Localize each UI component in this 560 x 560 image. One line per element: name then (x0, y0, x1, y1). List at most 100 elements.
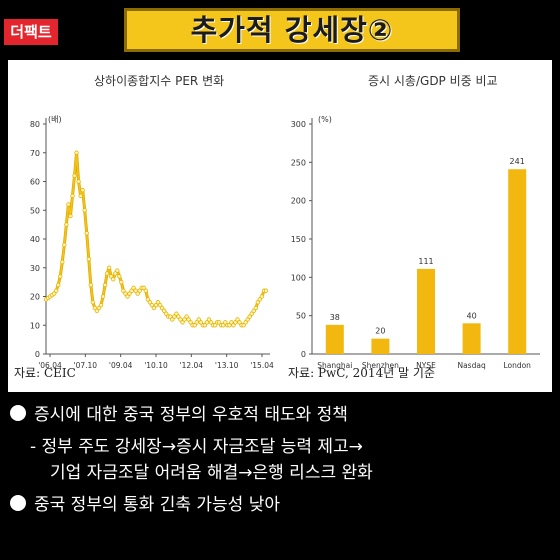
data-point (233, 320, 238, 325)
y-tick-label: 250 (291, 158, 306, 167)
y-tick-label: 0 (301, 350, 306, 359)
data-point (161, 308, 167, 314)
market-cap-bar-chart: (%) 0 50 100 150 200 250 300 38 Shanghai 20 Shenzhe… (291, 115, 540, 370)
y-tick-label: 0 (35, 350, 40, 359)
data-point (188, 320, 193, 325)
y-axis-unit: (배) (48, 115, 62, 124)
data-point (137, 288, 142, 293)
data-point (168, 314, 173, 319)
y-tick-label: 30 (30, 264, 40, 273)
bar-value-label: 241 (510, 157, 525, 166)
bar-value-label: 38 (330, 313, 340, 322)
data-point (172, 314, 177, 319)
chart2-source: 자료: PwC, 2014년 말 기준 (288, 366, 435, 380)
data-point (127, 291, 132, 296)
brand-logo: 더팩트 (4, 19, 58, 45)
data-point (76, 179, 81, 184)
title-banner: 추가적 강세장② (124, 8, 460, 52)
y-tick-label: 150 (291, 235, 306, 244)
per-line-chart: (배) 0 10 20 30 40 50 60 70 80 '06.04 '07.10 '09.04 '1… (30, 115, 274, 370)
data-point (253, 305, 259, 311)
chart2-title: 증시 시총/GDP 비중 비교 (368, 74, 498, 88)
x-tick-label: '06.04 (38, 361, 62, 370)
bullet-dot-icon (10, 495, 26, 511)
data-point (231, 323, 236, 328)
y-tick-label: 60 (30, 178, 40, 187)
data-point (235, 317, 240, 322)
data-point (241, 323, 246, 328)
data-point (117, 274, 122, 279)
data-point (223, 320, 228, 325)
x-tick-label: Nasdaq (457, 361, 485, 370)
data-point (102, 282, 108, 288)
data-point (159, 305, 165, 311)
data-point (202, 323, 208, 328)
data-point (204, 320, 210, 325)
data-point (129, 288, 134, 293)
bullet-item-1: 증시에 대한 중국 정부의 우호적 태도와 정책 (10, 400, 348, 425)
y-tick-label: 50 (296, 312, 306, 321)
data-point (125, 294, 130, 299)
data-point (212, 323, 218, 328)
data-point (182, 317, 187, 322)
data-point (227, 323, 232, 328)
data-point (68, 213, 73, 219)
data-point (135, 291, 140, 296)
data-point (184, 314, 189, 319)
x-tick-label: NYSE (416, 361, 436, 370)
data-point (153, 302, 159, 308)
data-point (94, 308, 100, 314)
data-point (106, 265, 112, 270)
data-point (206, 317, 212, 322)
data-point (196, 317, 201, 322)
data-point (66, 202, 71, 207)
sub-item-2: 기업 자금조달 어려움 해결→은행 리스크 완화 (50, 463, 373, 483)
bullet-text-1: 증시에 대한 중국 정부의 우호적 태도와 정책 (34, 405, 348, 425)
data-point (221, 323, 226, 328)
data-point (90, 300, 96, 305)
data-point (141, 285, 146, 291)
data-point (56, 282, 61, 288)
bar-value-label: 20 (375, 327, 385, 336)
data-point (194, 320, 199, 325)
data-point (82, 208, 87, 213)
data-point (133, 288, 138, 293)
sub-item-1: - 정부 주도 강세장→증시 자금조달 능력 제고→ (30, 437, 363, 457)
data-point (74, 150, 79, 155)
data-point (80, 187, 85, 193)
y-tick-label: 10 (30, 321, 40, 330)
data-point (249, 311, 254, 316)
bar (325, 324, 344, 354)
data-point (208, 320, 214, 325)
y-tick-label: 20 (30, 293, 40, 302)
data-point (257, 297, 263, 302)
data-point (72, 173, 77, 178)
data-point (245, 317, 250, 322)
data-point (92, 305, 98, 311)
data-point (180, 320, 185, 325)
data-point (145, 297, 151, 302)
data-point (51, 291, 57, 296)
bullet-dot-icon (10, 405, 26, 421)
data-point (96, 305, 102, 311)
data-point (78, 193, 83, 199)
data-point (147, 300, 153, 305)
data-point (111, 277, 116, 282)
data-point (119, 279, 124, 285)
data-point (84, 231, 89, 236)
data-point (123, 291, 128, 296)
charts-panel: 상하이종합지수 PER 변화 증시 시총/GDP 비중 비교 (배) 0 10 20 3… (8, 60, 552, 392)
chart1-title: 상하이종합지수 PER 변화 (94, 74, 225, 88)
data-point (247, 314, 252, 319)
x-tick-label: Shenzhen (362, 361, 399, 370)
data-point (70, 193, 75, 199)
x-tick-label: '12.04 (180, 361, 204, 370)
data-point (53, 288, 59, 293)
data-point (113, 271, 118, 276)
data-point (121, 288, 126, 293)
data-point (263, 288, 269, 293)
x-tick-label: '07.10 (74, 361, 98, 370)
data-point (163, 311, 169, 316)
y-tick-label: 70 (30, 149, 40, 158)
x-tick-label: '13.10 (215, 361, 239, 370)
